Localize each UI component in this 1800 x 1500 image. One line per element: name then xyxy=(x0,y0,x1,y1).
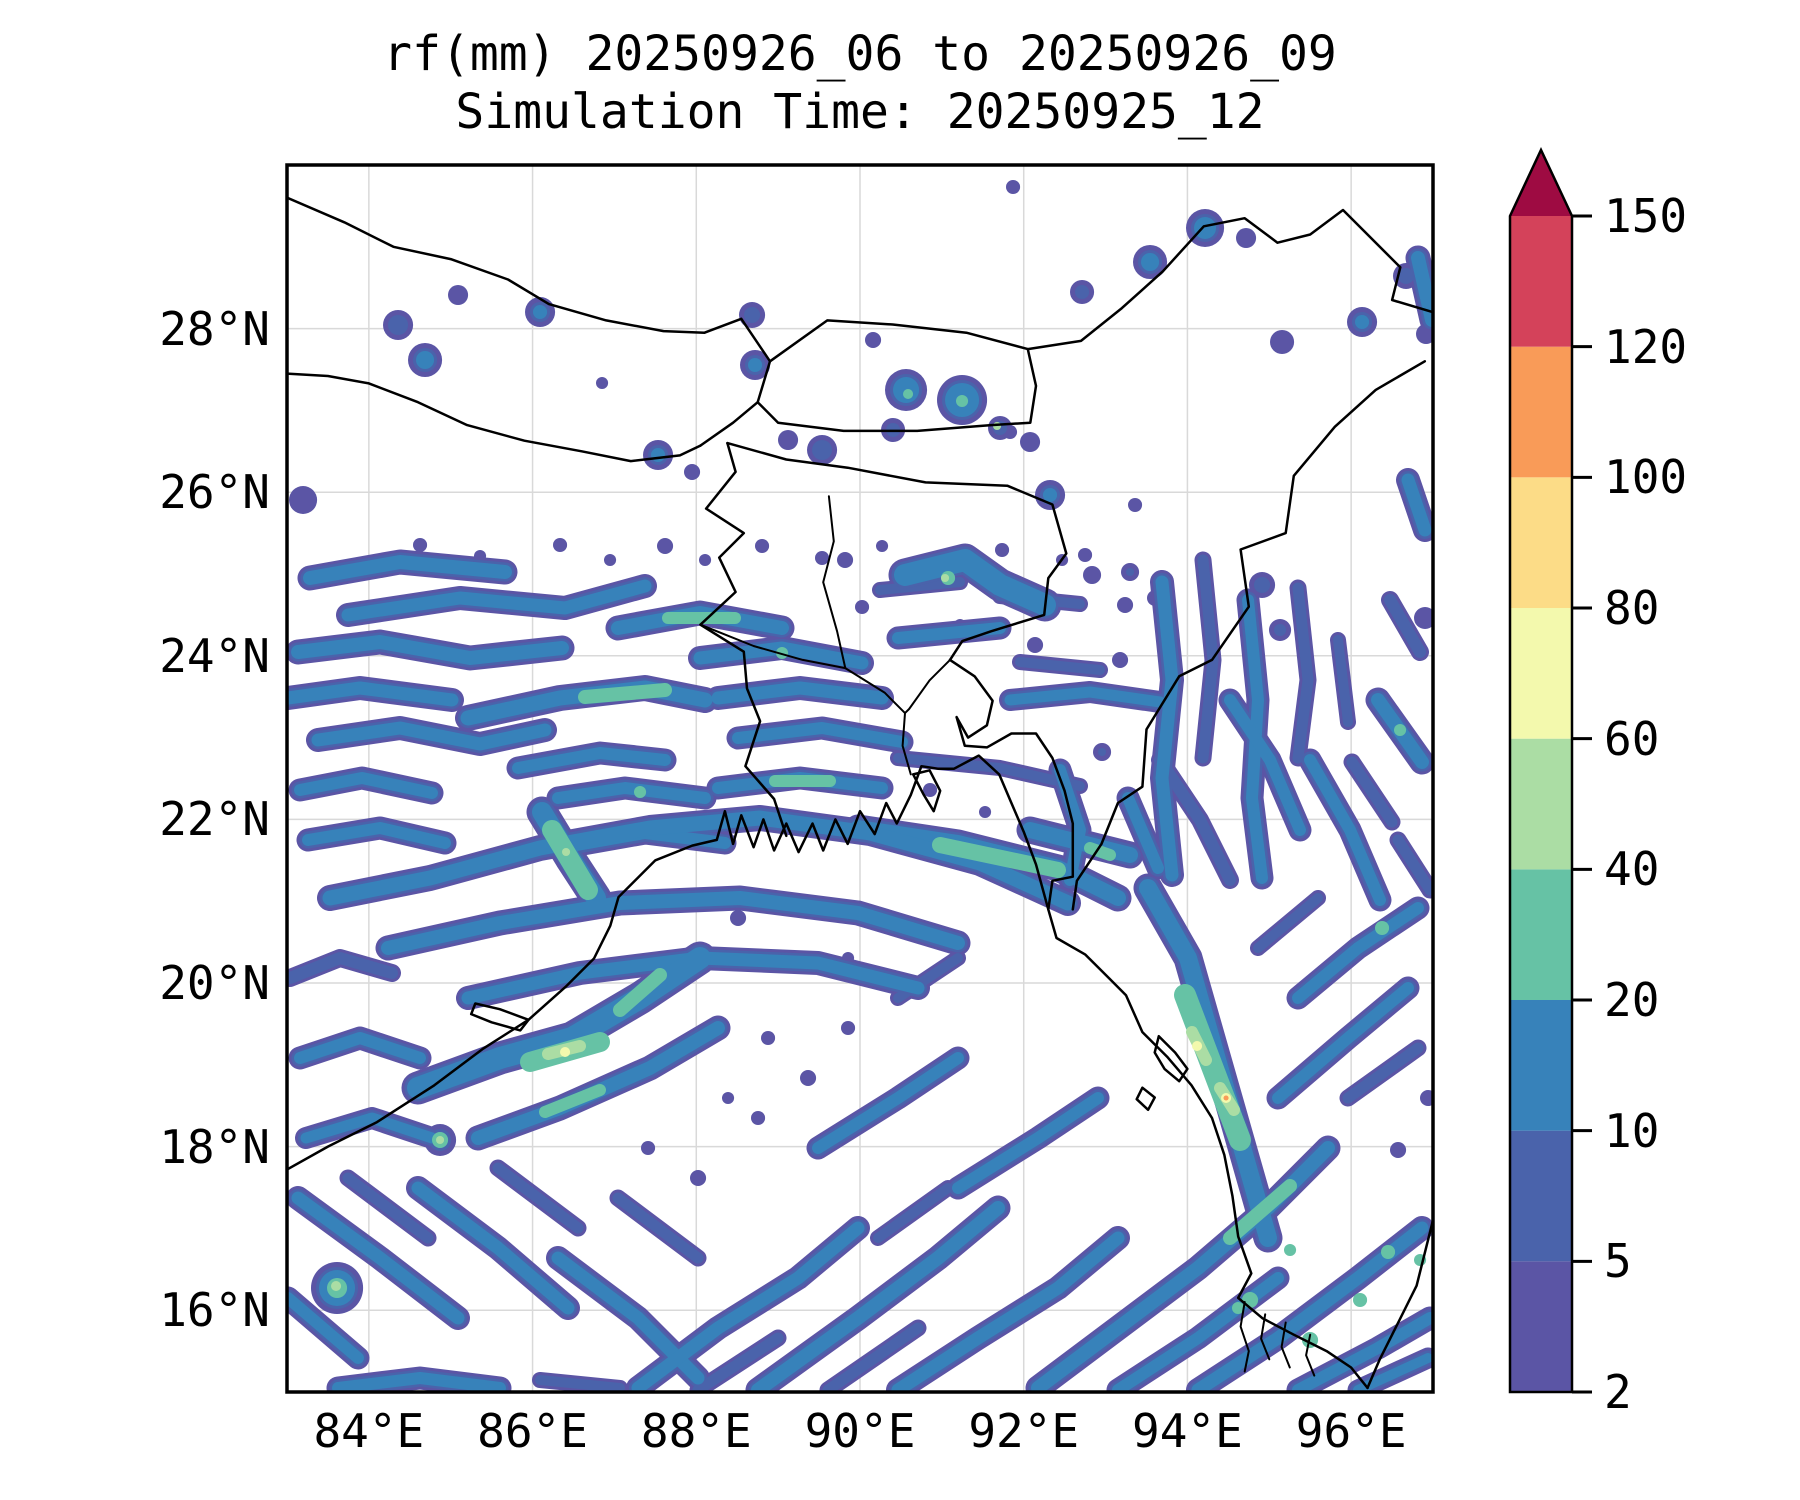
colorbar-tick-label: 60 xyxy=(1604,711,1660,766)
colorbar-tick-label: 20 xyxy=(1604,973,1660,1027)
y-tick-label: 28°N xyxy=(159,301,270,356)
colorbar-tick-label: 10 xyxy=(1604,1103,1660,1158)
y-tick-label: 24°N xyxy=(159,628,270,683)
x-tick-label: 94°E xyxy=(1132,1404,1243,1458)
colorbar-tick-label: 5 xyxy=(1604,1234,1632,1289)
x-tick-label: 92°E xyxy=(968,1404,1080,1458)
y-tick-label: 26°N xyxy=(159,465,270,520)
colorbar-tick-label: 150 xyxy=(1604,189,1688,243)
x-tick-label: 84°E xyxy=(313,1404,425,1458)
plot-title: rf(mm) 20250926_06 to 20250926_09 xyxy=(383,26,1337,82)
colorbar-tick-label: 40 xyxy=(1604,842,1660,897)
plot-subtitle: Simulation Time: 20250925_12 xyxy=(455,84,1265,140)
x-tick-label: 90°E xyxy=(804,1404,916,1458)
colorbar-tick-label: 80 xyxy=(1604,581,1660,635)
colorbar-tick-label: 120 xyxy=(1604,319,1688,374)
y-tick-label: 22°N xyxy=(159,792,270,847)
x-tick-label: 96°E xyxy=(1295,1404,1407,1458)
map-frame xyxy=(285,163,1435,1394)
coastlines-borders xyxy=(287,196,1433,1390)
y-tick-label: 18°N xyxy=(159,1119,270,1174)
y-tick-label: 16°N xyxy=(159,1283,270,1338)
y-tick-label: 20°N xyxy=(159,956,270,1010)
colorbar xyxy=(1508,147,1592,1394)
colorbar-tick-label: 100 xyxy=(1604,450,1688,505)
x-tick-label: 88°E xyxy=(640,1404,752,1458)
rainfall-contours xyxy=(287,180,1433,1392)
colorbar-tick-label: 2 xyxy=(1604,1365,1632,1419)
x-tick-label: 86°E xyxy=(477,1404,588,1458)
